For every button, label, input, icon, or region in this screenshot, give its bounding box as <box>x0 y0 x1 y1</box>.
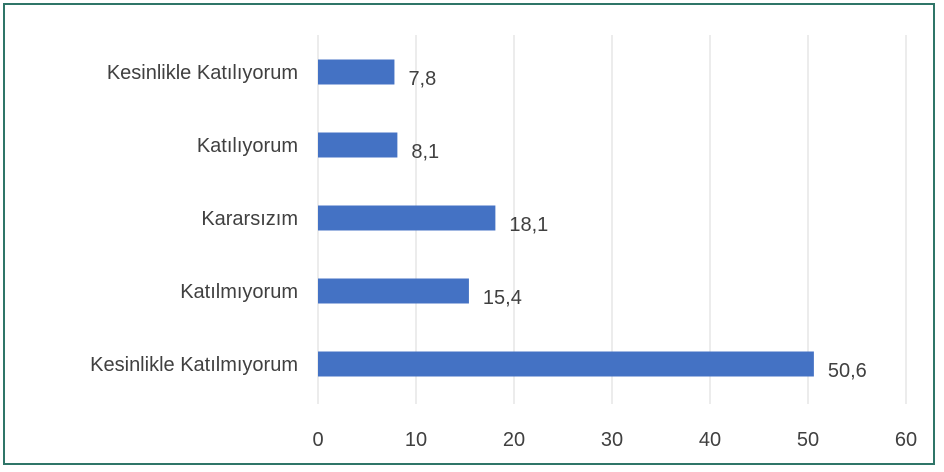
bar <box>318 278 469 304</box>
bar <box>318 205 496 231</box>
data-label: 15,4 <box>483 287 522 309</box>
data-label: 50,6 <box>828 360 867 382</box>
category-label: Katılıyorum <box>197 135 298 157</box>
bar <box>318 351 814 377</box>
chart-frame <box>3 3 935 465</box>
data-label: 18,1 <box>509 214 548 236</box>
x-tick-label: 60 <box>895 429 917 451</box>
category-label: Kesinlikle Katılmıyorum <box>90 354 298 376</box>
x-tick-label: 40 <box>699 429 721 451</box>
x-tick-label: 50 <box>797 429 819 451</box>
x-tick-label: 30 <box>601 429 623 451</box>
category-label: Katılmıyorum <box>180 281 298 303</box>
bar <box>318 132 398 158</box>
category-label: Kesinlikle Katılıyorum <box>107 62 298 84</box>
x-tick-label: 20 <box>503 429 525 451</box>
category-label: Kararsızım <box>201 208 298 230</box>
data-label: 7,8 <box>408 68 436 90</box>
bar <box>318 59 395 85</box>
data-label: 8,1 <box>411 141 439 163</box>
x-tick-label: 10 <box>405 429 427 451</box>
x-tick-label: 0 <box>312 429 323 451</box>
